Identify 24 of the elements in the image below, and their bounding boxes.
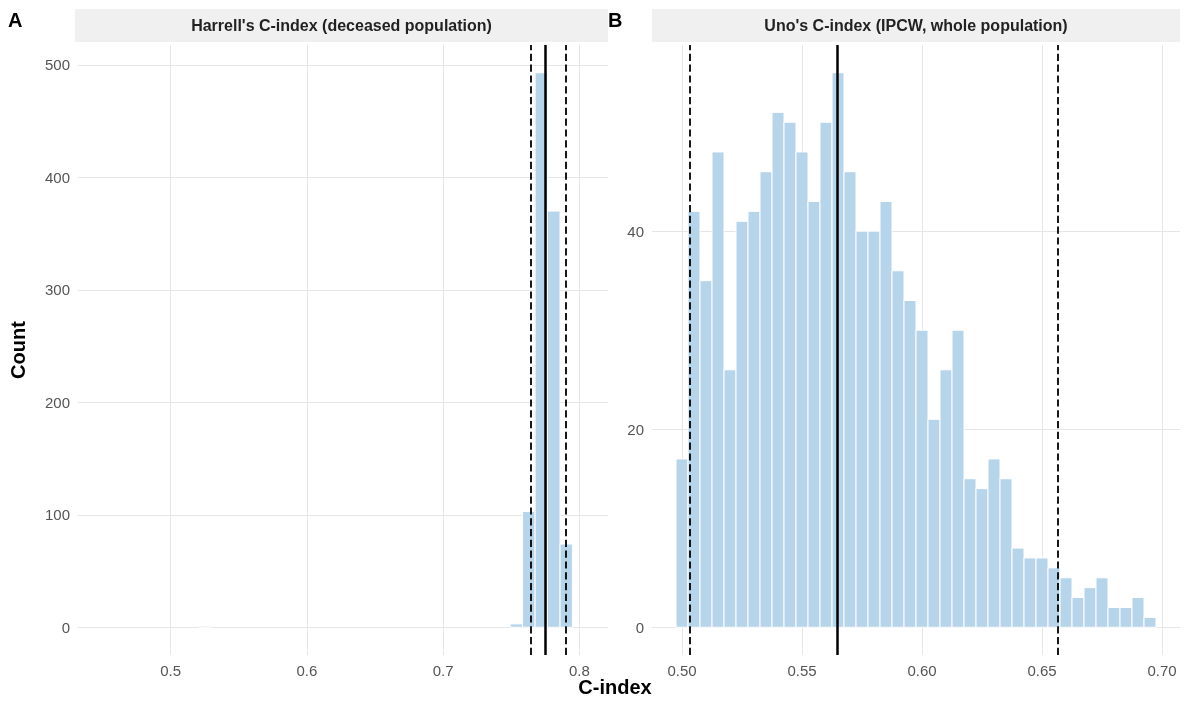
y-axis-title: Count xyxy=(7,320,29,379)
x-tick-label: 0.5 xyxy=(160,662,182,679)
x-tick-label: 0.70 xyxy=(1147,662,1177,679)
x-tick-label: 0.6 xyxy=(296,662,318,679)
y-tick-label: 20 xyxy=(627,420,644,438)
x-tick-label: 0.55 xyxy=(787,662,817,679)
chart-title: Uno's C-index (IPCW, whole population) xyxy=(764,16,1068,34)
x-tick-label: 0.7 xyxy=(432,662,454,679)
text: A xyxy=(8,9,23,31)
x-tick-label: 0.50 xyxy=(667,662,697,679)
x-axis-title: C-index xyxy=(578,676,652,698)
y-tick-label: 300 xyxy=(44,281,70,299)
chart-title: Harrell's C-index (deceased population) xyxy=(191,16,492,34)
text: B xyxy=(608,9,623,31)
y-tick-label: 400 xyxy=(44,168,70,186)
x-tick-label: 0.60 xyxy=(907,662,937,679)
y-tick-label: 0 xyxy=(635,618,644,636)
y-tick-label: 0 xyxy=(61,618,70,636)
y-tick-label: 100 xyxy=(44,506,70,524)
y-tick-label: 200 xyxy=(44,393,70,411)
x-tick-label: 0.8 xyxy=(568,662,590,679)
y-tick-label: 500 xyxy=(44,56,70,74)
y-tick-label: 40 xyxy=(627,222,644,240)
x-tick-label: 0.65 xyxy=(1027,662,1057,679)
